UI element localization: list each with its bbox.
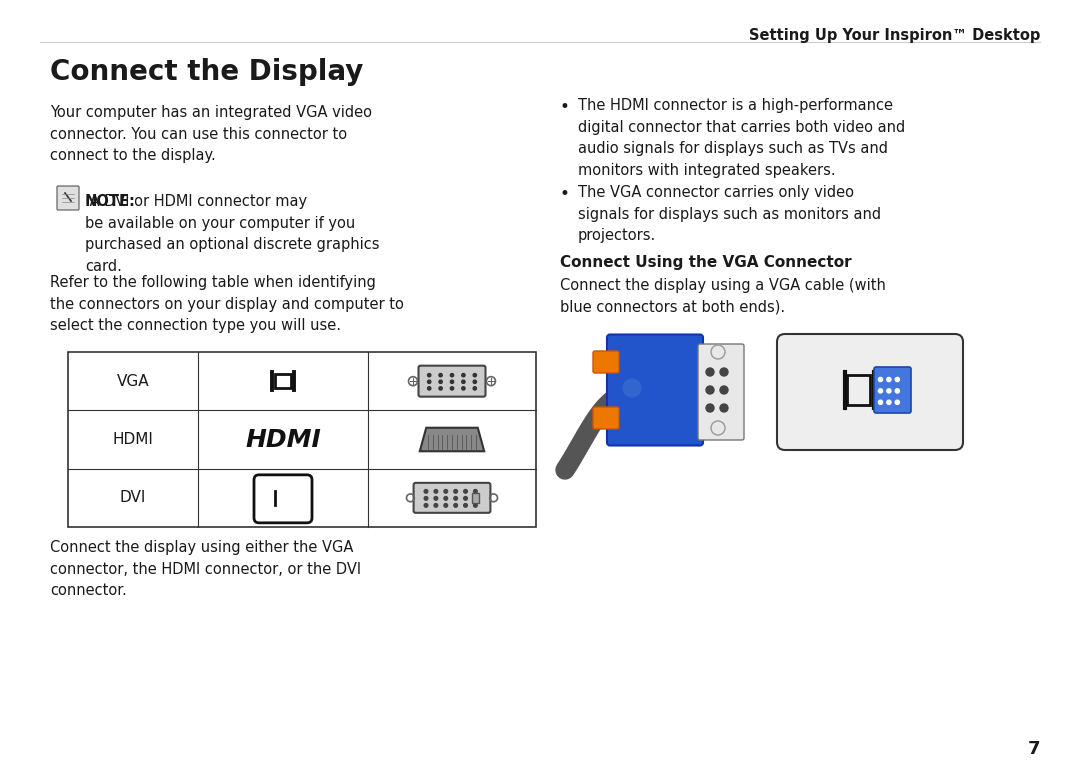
Circle shape: [895, 400, 900, 404]
Text: HDMI: HDMI: [245, 427, 321, 451]
Bar: [274, 374, 292, 388]
Circle shape: [878, 400, 882, 404]
FancyBboxPatch shape: [698, 344, 744, 440]
Circle shape: [473, 496, 477, 500]
Text: The HDMI connector is a high-performance
digital connector that carries both vid: The HDMI connector is a high-performance…: [578, 98, 905, 178]
FancyBboxPatch shape: [593, 351, 619, 373]
Circle shape: [428, 387, 431, 390]
Circle shape: [444, 496, 447, 500]
Circle shape: [473, 503, 477, 507]
Text: DVI: DVI: [120, 490, 146, 506]
Circle shape: [463, 489, 468, 493]
Circle shape: [462, 387, 465, 390]
Circle shape: [895, 389, 900, 393]
Circle shape: [463, 496, 468, 500]
Circle shape: [462, 374, 465, 377]
Circle shape: [438, 380, 442, 384]
Circle shape: [887, 378, 891, 381]
Circle shape: [473, 374, 476, 377]
Circle shape: [473, 489, 477, 493]
FancyBboxPatch shape: [874, 367, 912, 413]
Circle shape: [878, 378, 882, 381]
Circle shape: [623, 379, 642, 397]
Bar: [472, 493, 478, 502]
Text: Connect the display using either the VGA
connector, the HDMI connector, or the D: Connect the display using either the VGA…: [50, 540, 361, 598]
Circle shape: [450, 387, 454, 390]
Bar: [68, 352, 536, 527]
Circle shape: [454, 503, 458, 507]
Circle shape: [720, 404, 728, 412]
Text: Connect the display using a VGA cable (with
blue connectors at both ends).: Connect the display using a VGA cable (w…: [561, 278, 886, 315]
Circle shape: [438, 374, 442, 377]
Text: NOTE:: NOTE:: [85, 194, 136, 209]
Text: VGA: VGA: [117, 374, 149, 388]
Circle shape: [424, 496, 428, 500]
Polygon shape: [420, 427, 484, 451]
Text: Connect Using the VGA Connector: Connect Using the VGA Connector: [561, 255, 852, 270]
Circle shape: [887, 389, 891, 393]
FancyBboxPatch shape: [419, 365, 486, 397]
Text: Your computer has an integrated VGA video
connector. You can use this connector : Your computer has an integrated VGA vide…: [50, 105, 372, 163]
Circle shape: [428, 374, 431, 377]
Circle shape: [428, 380, 431, 384]
Text: Refer to the following table when identifying
the connectors on your display and: Refer to the following table when identi…: [50, 275, 404, 333]
Text: A DVI or HDMI connector may
be available on your computer if you
purchased an op: A DVI or HDMI connector may be available…: [85, 194, 379, 273]
Circle shape: [438, 387, 442, 390]
Circle shape: [444, 503, 447, 507]
Text: 7: 7: [1027, 740, 1040, 758]
Circle shape: [463, 503, 468, 507]
Circle shape: [887, 400, 891, 404]
Bar: [847, 375, 870, 405]
Circle shape: [473, 387, 476, 390]
Circle shape: [450, 380, 454, 384]
Circle shape: [720, 386, 728, 394]
FancyBboxPatch shape: [254, 475, 312, 523]
Text: •: •: [561, 98, 570, 116]
Circle shape: [720, 368, 728, 376]
FancyBboxPatch shape: [414, 483, 490, 512]
Circle shape: [434, 503, 437, 507]
Circle shape: [706, 368, 714, 376]
Circle shape: [878, 389, 882, 393]
Circle shape: [444, 489, 447, 493]
FancyBboxPatch shape: [777, 334, 963, 450]
Circle shape: [895, 378, 900, 381]
Text: The VGA connector carries only video
signals for displays such as monitors and
p: The VGA connector carries only video sig…: [578, 185, 881, 243]
Circle shape: [454, 489, 458, 493]
Text: •: •: [561, 185, 570, 203]
Circle shape: [424, 503, 428, 507]
FancyBboxPatch shape: [57, 186, 79, 210]
FancyBboxPatch shape: [607, 335, 703, 446]
Text: Setting Up Your Inspiron™ Desktop: Setting Up Your Inspiron™ Desktop: [748, 28, 1040, 43]
FancyBboxPatch shape: [593, 407, 619, 429]
Text: HDMI: HDMI: [112, 432, 153, 447]
Circle shape: [454, 496, 458, 500]
Circle shape: [706, 404, 714, 412]
Circle shape: [424, 489, 428, 493]
Circle shape: [706, 386, 714, 394]
Circle shape: [450, 374, 454, 377]
Circle shape: [462, 380, 465, 384]
Circle shape: [473, 380, 476, 384]
Circle shape: [434, 489, 437, 493]
Text: Connect the Display: Connect the Display: [50, 58, 363, 86]
Circle shape: [434, 496, 437, 500]
